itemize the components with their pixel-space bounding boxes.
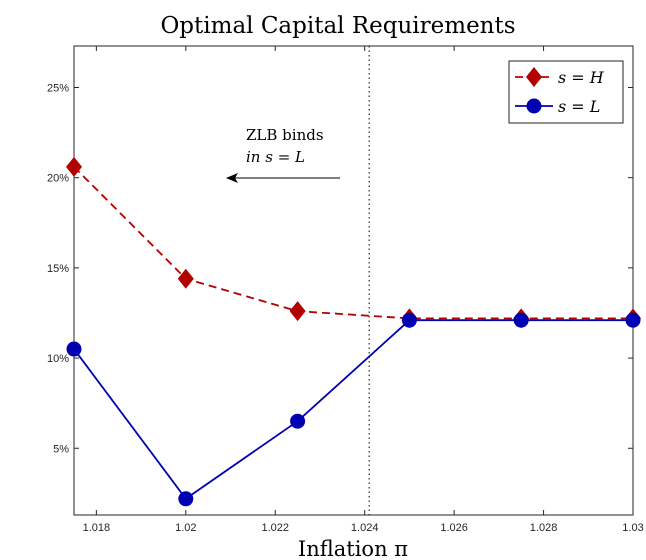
y-axis: 5% 10% 15% 20% 25%	[47, 82, 633, 455]
x-tick-label: 1.024	[351, 522, 379, 534]
data-point	[178, 491, 194, 507]
y-tick-label: 15%	[47, 263, 69, 275]
x-tick-label: 1.02	[175, 522, 196, 534]
data-point	[289, 301, 306, 322]
legend: s = H s = L	[508, 60, 624, 124]
plot-area	[73, 45, 634, 516]
y-tick-label: 5%	[53, 443, 69, 455]
y-tick-label: 10%	[47, 353, 69, 365]
annotation-arrowhead	[226, 173, 238, 183]
legend-marker	[526, 98, 542, 114]
x-tick-label: 1.018	[83, 522, 111, 534]
data-point	[177, 268, 194, 289]
y-tick-label: 20%	[47, 173, 69, 185]
series-line	[73, 319, 633, 501]
chart-title: Optimal Capital Requirements	[160, 13, 515, 39]
x-tick-label: 1.022	[261, 522, 289, 534]
x-axis: 1.018 1.02 1.022 1.024 1.026 1.028 1.03	[83, 46, 644, 534]
data-point	[290, 413, 306, 429]
zlb-annotation: ZLB binds in s = L	[226, 126, 340, 183]
annotation-line-2: in s = L	[246, 148, 305, 166]
x-axis-label: Inflation π	[298, 537, 408, 560]
series-line	[73, 166, 633, 320]
legend-label: s = L	[558, 97, 600, 116]
x-tick-label: 1.03	[622, 522, 643, 534]
data-point	[66, 156, 82, 177]
data-point	[66, 341, 82, 357]
series-L	[66, 312, 641, 507]
x-tick-label: 1.028	[530, 522, 558, 534]
data-point	[625, 312, 641, 328]
legend-marker	[526, 67, 542, 87]
legend-box	[508, 60, 624, 124]
y-tick-label: 25%	[47, 82, 69, 94]
annotation-line-1: ZLB binds	[246, 126, 324, 144]
legend-label: s = H	[558, 68, 605, 87]
data-point	[401, 312, 417, 328]
data-point	[513, 312, 529, 328]
x-tick-label: 1.026	[440, 522, 468, 534]
series-layer	[66, 156, 641, 507]
